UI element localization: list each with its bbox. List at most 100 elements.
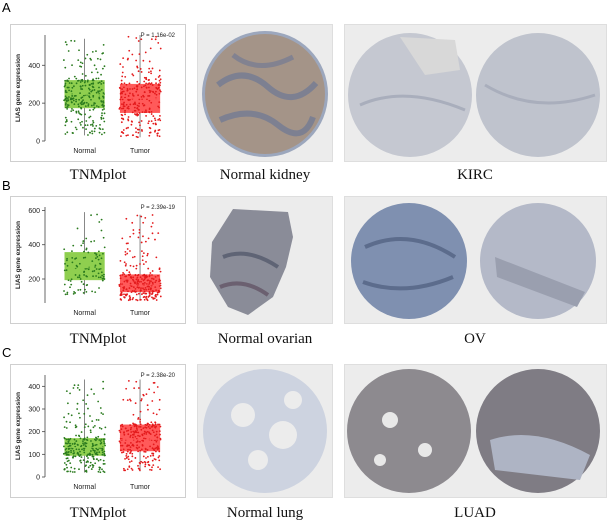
data-point — [100, 438, 103, 441]
data-point — [152, 122, 155, 125]
data-point — [145, 111, 148, 113]
data-point — [80, 97, 83, 99]
data-point — [80, 79, 83, 82]
data-point — [73, 471, 76, 473]
data-point — [157, 83, 160, 86]
data-point — [133, 281, 136, 284]
data-point — [102, 82, 105, 84]
data-point — [88, 92, 91, 95]
data-point — [154, 295, 157, 297]
data-point — [159, 81, 162, 84]
data-point — [131, 290, 134, 292]
data-point — [93, 240, 96, 242]
data-point — [138, 105, 140, 108]
data-point — [146, 298, 148, 300]
data-point — [84, 288, 86, 291]
data-point — [101, 112, 103, 115]
data-point — [141, 443, 144, 446]
data-point — [95, 50, 97, 53]
data-point — [143, 290, 146, 293]
data-point — [93, 424, 96, 427]
data-point — [135, 267, 138, 270]
data-point — [158, 79, 161, 82]
data-point — [103, 112, 106, 115]
data-point — [124, 457, 126, 460]
data-point — [132, 265, 135, 268]
data-point — [89, 464, 92, 467]
data-point — [122, 448, 125, 451]
data-point — [80, 431, 83, 433]
data-point — [101, 104, 104, 107]
data-point — [126, 399, 129, 402]
data-point — [145, 283, 148, 285]
data-point — [101, 277, 104, 280]
data-point — [145, 86, 148, 89]
data-point — [64, 293, 67, 296]
data-point — [135, 59, 138, 62]
data-point — [71, 256, 74, 259]
data-point — [132, 422, 134, 425]
data-point — [128, 49, 131, 52]
data-point — [154, 275, 157, 278]
data-point — [90, 90, 93, 93]
data-point — [131, 256, 134, 259]
data-point — [67, 279, 70, 282]
data-point — [158, 69, 161, 72]
data-point — [103, 131, 106, 134]
data-point — [151, 423, 154, 426]
data-point — [74, 424, 77, 427]
data-point — [70, 90, 73, 93]
data-point — [95, 105, 98, 107]
data-point — [135, 427, 138, 430]
caption-normal-c: Normal lung — [226, 505, 304, 521]
box-normal — [64, 252, 105, 281]
data-point — [102, 43, 105, 46]
data-point — [89, 461, 92, 464]
data-point — [100, 73, 102, 76]
data-point — [63, 426, 66, 428]
data-point — [99, 267, 102, 270]
data-point — [135, 37, 138, 39]
data-point — [99, 471, 102, 474]
data-point — [75, 77, 78, 80]
tissue-core-stain — [205, 34, 325, 154]
data-point — [86, 275, 88, 278]
data-point — [126, 58, 129, 61]
data-point — [121, 423, 124, 426]
data-point — [78, 111, 80, 114]
data-point — [69, 470, 72, 473]
data-point — [138, 387, 140, 389]
data-point — [100, 218, 103, 221]
data-point — [79, 92, 81, 95]
data-point — [120, 96, 123, 98]
data-point — [75, 98, 78, 101]
data-point — [157, 291, 160, 294]
data-point — [75, 257, 78, 260]
data-point — [85, 438, 88, 441]
data-point — [67, 470, 69, 473]
data-point — [84, 267, 87, 270]
data-point — [64, 452, 67, 454]
data-point — [102, 387, 105, 390]
data-point — [132, 74, 135, 77]
data-point — [68, 82, 71, 84]
data-point — [127, 116, 130, 118]
data-point — [70, 82, 73, 85]
data-point — [83, 81, 86, 84]
data-point — [95, 124, 98, 127]
data-point — [135, 127, 137, 130]
data-point — [159, 295, 162, 298]
data-point — [139, 425, 142, 428]
data-point — [121, 444, 124, 447]
data-point — [82, 94, 85, 97]
data-point — [84, 84, 87, 87]
data-point — [159, 84, 161, 87]
data-point — [80, 113, 83, 116]
data-point — [122, 129, 125, 131]
data-point — [146, 449, 149, 451]
data-point — [146, 285, 149, 288]
data-point — [91, 130, 93, 133]
data-point — [64, 89, 67, 92]
data-point — [73, 452, 76, 454]
data-point — [121, 75, 124, 78]
